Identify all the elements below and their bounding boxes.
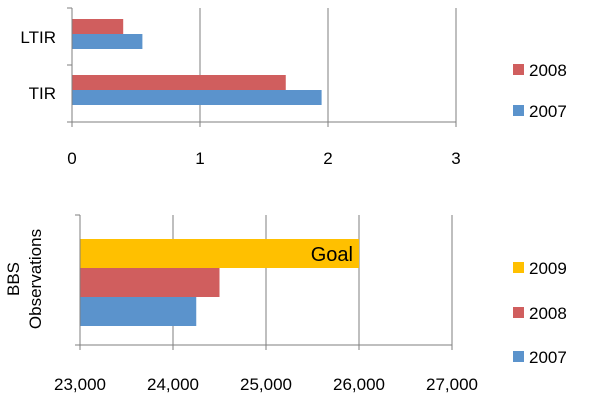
- goal-annotation: Goal: [311, 244, 353, 266]
- x-tick-label-4: 27,000: [426, 375, 478, 394]
- x-tick-label-3: 26,000: [333, 375, 385, 394]
- bar-ltir-2007: [72, 34, 143, 49]
- bar-bbs-2007: [80, 297, 197, 326]
- chart-1: LTIR TIR 0 1 2 3 2008 2007: [20, 7, 567, 168]
- legend-label-2007: 2007: [529, 348, 567, 367]
- category-label-ltir: LTIR: [20, 28, 56, 47]
- y-axis-label-line-2: Observations: [26, 229, 45, 329]
- legend-label-2008: 2008: [529, 61, 567, 80]
- y-axis-label-line-1: BBS: [4, 262, 23, 296]
- bar-ltir-2008: [72, 19, 124, 34]
- legend-swatch-2008: [513, 64, 524, 75]
- x-tick-label-2: 25,000: [240, 375, 292, 394]
- legend-label-2007: 2007: [529, 102, 567, 121]
- bar-bbs-2008: [80, 268, 220, 297]
- legend-swatch-2007: [513, 105, 524, 116]
- x-tick-label-3: 3: [451, 149, 460, 168]
- chart-2: BBS Observations Goal 23,000 24,000 25,000…: [4, 214, 567, 394]
- category-label-tir: TIR: [29, 84, 56, 103]
- bar-tir-2007: [72, 90, 322, 105]
- bar-bbs-2009: [80, 239, 359, 268]
- bar-tir-2008: [72, 75, 286, 90]
- legend-swatch-2007: [513, 351, 524, 362]
- legend-label-2008: 2008: [529, 304, 567, 323]
- legend-swatch-2009: [513, 262, 524, 273]
- legend-label-2009: 2009: [529, 259, 567, 278]
- legend-swatch-2008: [513, 307, 524, 318]
- x-tick-label-1: 24,000: [147, 375, 199, 394]
- x-tick-label-2: 2: [323, 149, 332, 168]
- x-tick-label-1: 1: [195, 149, 204, 168]
- x-tick-label-0: 23,000: [54, 375, 106, 394]
- x-tick-label-0: 0: [67, 149, 76, 168]
